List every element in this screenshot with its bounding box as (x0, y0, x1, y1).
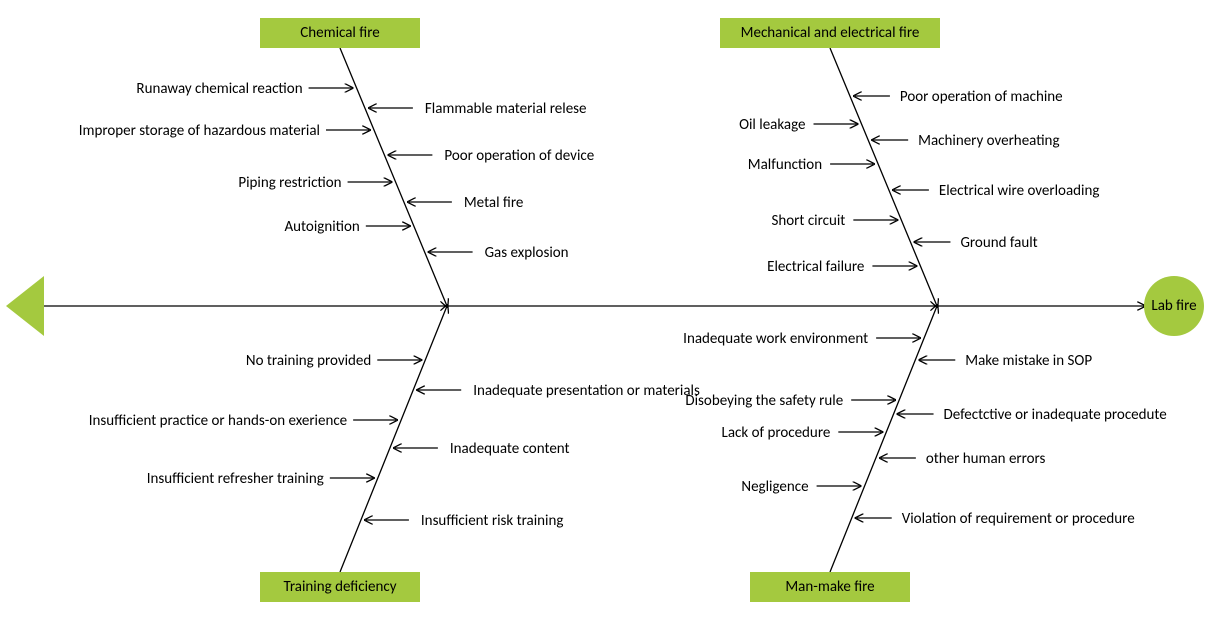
cause-label-mechanical-r0: Poor operation of machine (900, 88, 1063, 106)
tail-arrow (6, 276, 44, 336)
category-label-mechanical: Mechanical and electrical fire (741, 24, 920, 42)
cause-label-mechanical-l2: Short circuit (772, 212, 846, 230)
cause-label-chemical-l0: Runaway chemical reaction (136, 80, 302, 98)
cause-label-mechanical-r1: Machinery overheating (918, 132, 1059, 150)
head-label: Lab fire (1151, 297, 1196, 315)
cause-label-manmade-r3: Violation of requirement or procedure (902, 510, 1135, 528)
cause-label-training-l1: Insufficient practice or hands-on exerie… (89, 412, 347, 430)
cause-label-manmade-l3: Negligence (741, 478, 808, 496)
cause-label-manmade-l2: Lack of procedure (722, 424, 831, 442)
cause-label-chemical-r0: Flammable material relese (425, 100, 587, 118)
cause-label-mechanical-r2: Electrical wire overloading (939, 182, 1100, 200)
cause-label-training-r2: Insufficient risk training (421, 512, 564, 530)
cause-label-training-l2: Insufficient refresher training (147, 470, 324, 488)
cause-label-training-r0: Inadequate presentation or materials (473, 382, 700, 400)
cause-label-mechanical-l1: Malfunction (748, 156, 822, 174)
category-label-chemical: Chemical fire (300, 24, 379, 42)
cause-label-mechanical-l3: Electrical failure (767, 258, 864, 276)
bone-training (340, 306, 447, 572)
cause-label-chemical-r3: Gas explosion (485, 244, 569, 262)
cause-label-manmade-l1: Disobeying the safety rule (685, 392, 843, 410)
cause-label-manmade-r1: Defectctive or inadequate procedute (944, 406, 1167, 424)
cause-label-chemical-l2: Piping restriction (238, 174, 341, 192)
cause-label-mechanical-l0: Oil leakage (739, 116, 805, 134)
cause-label-chemical-r2: Metal fire (464, 194, 524, 212)
cause-label-manmade-r2: other human errors (926, 450, 1046, 468)
cause-label-chemical-r1: Poor operation of device (444, 147, 594, 165)
cause-label-mechanical-r3: Ground fault (960, 234, 1037, 252)
fishbone-diagram: Lab fire Chemical fire Runaway chemical re… (0, 0, 1226, 628)
category-label-training: Training deficiency (284, 578, 397, 596)
category-label-manmade: Man-make fire (785, 578, 874, 596)
cause-label-manmade-l0: Inadequate work environment (683, 330, 868, 348)
cause-label-chemical-l1: Improper storage of hazardous material (79, 122, 320, 140)
cause-label-training-r1: Inadequate content (450, 440, 570, 458)
cause-label-training-l0: No training provided (246, 352, 371, 370)
cause-label-manmade-r0: Make mistake in SOP (965, 352, 1092, 370)
cause-label-chemical-l3: Autoignition (284, 218, 359, 236)
bone-chemical (340, 48, 447, 306)
